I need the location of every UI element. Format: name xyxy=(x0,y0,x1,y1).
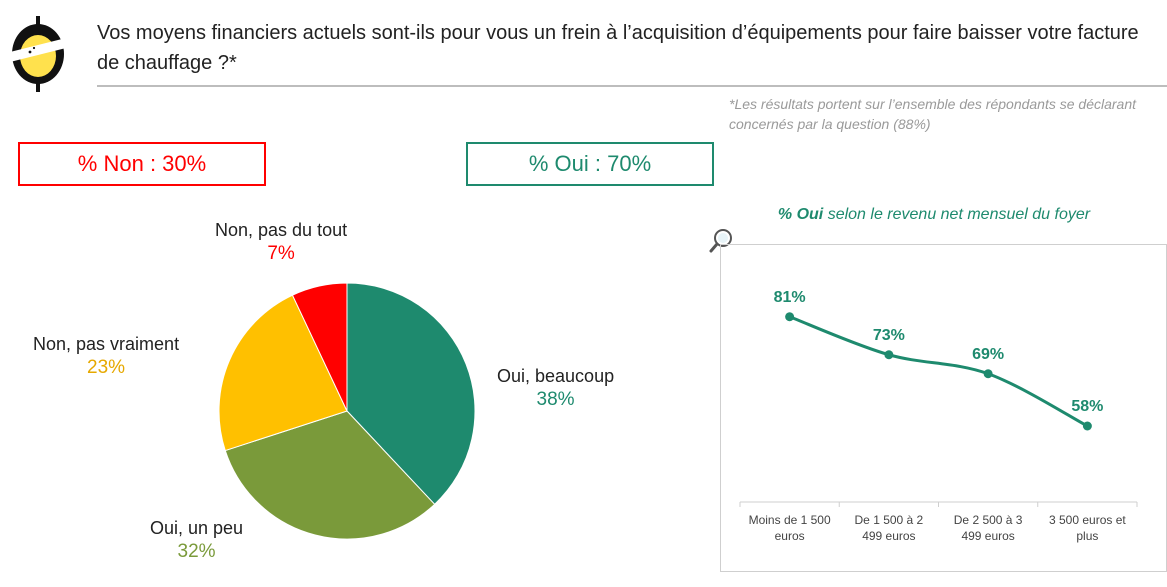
line-data-label: 73% xyxy=(873,327,905,344)
pie-slice-oui-un-peu xyxy=(224,410,436,540)
line-point xyxy=(1082,421,1092,431)
pie-slice-oui-beaucoup xyxy=(346,282,476,506)
pie-slice-non-pas-vraiment xyxy=(218,294,348,452)
x-tick-label: De 2 500 à 3 499 euros xyxy=(954,513,1023,543)
pie-label-text: Oui, beaucoup xyxy=(497,366,615,386)
line-data-label: 81% xyxy=(774,289,806,306)
x-tick-label: De 1 500 à 2 499 euros xyxy=(855,513,924,543)
pie-label-oui-un-peu: Oui, un peu 32% xyxy=(150,518,243,563)
line-data-label: 69% xyxy=(972,346,1004,363)
line-point xyxy=(785,312,795,322)
summary-oui-box: % Oui : 70% xyxy=(466,142,714,186)
pie-label-value: 23% xyxy=(87,357,126,378)
brand-logo xyxy=(10,16,66,92)
logo-mark xyxy=(10,16,66,92)
summary-non-box: % Non : 30% xyxy=(18,142,266,186)
summary-non-label: % Non : 30% xyxy=(77,151,207,176)
x-tick-label: Moins de 1 500 euros xyxy=(749,513,831,543)
pie-label-non-pas-du-tout: Non, pas du tout 7% xyxy=(215,220,347,265)
pie-label-text: Oui, un peu xyxy=(150,518,244,538)
pie-chart xyxy=(218,282,476,540)
line-series-oui xyxy=(788,315,1089,428)
title-divider xyxy=(97,85,1167,87)
x-tick-label: 3 500 euros et plus xyxy=(1049,513,1126,543)
line-data-label: 58% xyxy=(1071,398,1103,415)
pie-slice-non-pas-du-tout xyxy=(291,282,348,412)
line-point xyxy=(983,369,993,379)
pie-label-value: 7% xyxy=(267,243,295,264)
line-chart-title-rest: selon le revenu net mensuel du foyer xyxy=(823,206,1091,223)
footnote: *Les résultats portent sur l’ensemble de… xyxy=(729,96,1137,132)
line-chart-title: % Oui selon le revenu net mensuel du foy… xyxy=(700,206,1167,224)
pie-label-text: Non, pas du tout xyxy=(215,220,348,240)
line-point xyxy=(884,350,894,360)
line-chart-title-bold: % Oui xyxy=(777,206,824,223)
pie-label-oui-beaucoup: Oui, beaucoup 38% xyxy=(497,366,614,411)
line-chart: 81% 73% 69% 58% Moins de 1 500 euros De 1 500 … xyxy=(739,289,1138,543)
question-title: Vos moyens financiers actuels sont-ils p… xyxy=(97,22,1139,74)
pie-label-non-pas-vraiment: Non, pas vraiment 23% xyxy=(33,334,179,379)
magnifier-icon xyxy=(709,229,732,253)
pie-label-value: 32% xyxy=(177,541,216,562)
pie-label-text: Non, pas vraiment xyxy=(33,334,180,354)
summary-oui-label: % Oui : 70% xyxy=(528,151,652,176)
pie-label-value: 38% xyxy=(536,389,575,410)
